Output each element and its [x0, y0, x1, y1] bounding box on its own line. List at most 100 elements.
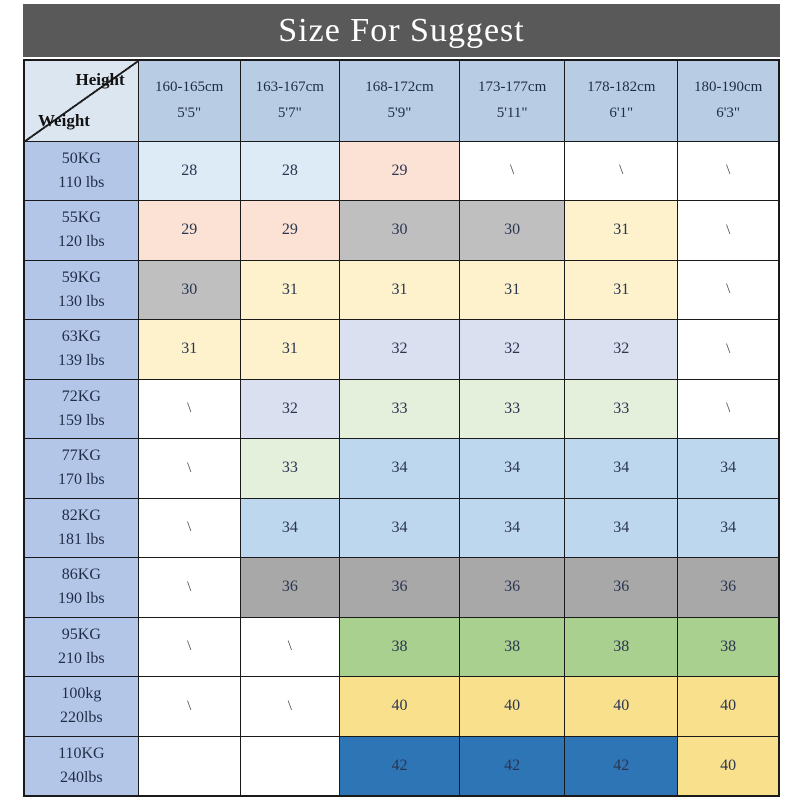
size-cell: 34: [564, 438, 679, 499]
weight-kg-label: 55KG: [61, 209, 101, 227]
table-row: 95KG 210 lbs \ \ 38 38 38 38: [23, 616, 780, 677]
size-cell: 34: [564, 497, 679, 558]
table-row: 86KG 190 lbs \ 36 36 36 36 36: [23, 557, 780, 618]
corner-weight-label: Weight: [38, 110, 90, 130]
size-cell: 30: [459, 200, 566, 261]
size-cell: 28: [137, 140, 241, 201]
height-cm-label: 168-172cm: [365, 79, 434, 96]
size-cell: 29: [137, 200, 241, 261]
size-cell: 40: [338, 676, 461, 737]
corner-height-label: Height: [75, 70, 125, 89]
weight-lbs-label: 181 lbs: [57, 530, 105, 548]
size-cell: \: [137, 616, 241, 677]
weight-kg-label: 100kg: [61, 685, 102, 703]
size-cell: 34: [338, 438, 461, 499]
size-cell: 36: [677, 557, 780, 618]
weight-kg-label: 72KG: [61, 387, 101, 405]
weight-lbs-label: 170 lbs: [57, 471, 105, 489]
page-title: Size For Suggest: [278, 11, 525, 49]
size-cell: 40: [564, 676, 679, 737]
height-ft-label: 5'7": [277, 104, 302, 121]
height-cm-label: 173-177cm: [477, 79, 547, 96]
size-cell: 34: [239, 497, 340, 558]
weight-row-header: 110KG 240lbs: [23, 735, 139, 796]
height-column-header: 180-190cm 6'3": [677, 59, 780, 142]
weight-row-header: 95KG 210 lbs: [23, 616, 139, 677]
height-ft-label: 6'1": [609, 104, 634, 121]
size-suggestion-table: Height Weight 160-165cm 5'5" 163-167cm 5'7"…: [23, 59, 780, 797]
size-cell: 36: [338, 557, 461, 618]
size-cell: 31: [564, 259, 679, 320]
height-column-header: 178-182cm 6'1": [564, 59, 679, 142]
size-cell: 34: [338, 497, 461, 558]
size-cell: \: [137, 497, 241, 558]
size-cell: 36: [239, 557, 340, 618]
size-cell: \: [239, 676, 340, 737]
weight-row-header: 86KG 190 lbs: [23, 557, 139, 618]
weight-row-header: 63KG 139 lbs: [23, 319, 139, 380]
weight-row-header: 82KG 181 lbs: [23, 497, 139, 558]
weight-lbs-label: 210 lbs: [57, 649, 105, 667]
height-ft-label: 5'11": [496, 104, 528, 121]
size-cell: 30: [137, 259, 241, 320]
size-cell: 31: [239, 259, 340, 320]
table-row: 63KG 139 lbs 31 31 32 32 32 \: [23, 319, 780, 380]
size-cell: 28: [239, 140, 340, 201]
table-row: 110KG 240lbs 42 42 42 40: [23, 735, 780, 796]
size-cell: 31: [338, 259, 461, 320]
height-cm-label: 180-190cm: [693, 79, 763, 96]
size-cell: 38: [564, 616, 679, 677]
weight-lbs-label: 190 lbs: [57, 590, 105, 608]
size-cell: 38: [338, 616, 461, 677]
height-cm-label: 178-182cm: [587, 79, 656, 96]
size-cell: \: [677, 259, 780, 320]
height-ft-label: 5'5": [177, 104, 202, 121]
height-column-header: 168-172cm 5'9": [338, 59, 461, 142]
weight-lbs-label: 120 lbs: [57, 233, 105, 251]
weight-lbs-label: 159 lbs: [57, 411, 105, 429]
size-cell: 34: [677, 497, 780, 558]
height-ft-label: 5'9": [387, 104, 412, 121]
size-cell: 33: [338, 378, 461, 439]
table-row: 59KG 130 lbs 30 31 31 31 31 \: [23, 259, 780, 320]
weight-kg-label: 63KG: [61, 328, 101, 346]
weight-row-header: 59KG 130 lbs: [23, 259, 139, 320]
size-cell: 31: [239, 319, 340, 380]
weight-row-header: 77KG 170 lbs: [23, 438, 139, 499]
height-ft-label: 6'3": [716, 104, 741, 121]
size-cell: 29: [338, 140, 461, 201]
size-cell: 29: [239, 200, 340, 261]
size-cell: 31: [137, 319, 241, 380]
height-cm-label: 163-167cm: [255, 79, 324, 96]
weight-lbs-label: 240lbs: [59, 768, 103, 786]
size-cell: 34: [459, 438, 566, 499]
size-cell: \: [137, 378, 241, 439]
weight-lbs-label: 130 lbs: [57, 292, 105, 310]
size-cell: 33: [239, 438, 340, 499]
size-cell: \: [137, 557, 241, 618]
size-cell: \: [677, 140, 780, 201]
weight-kg-label: 95KG: [61, 625, 101, 643]
size-cell: \: [137, 438, 241, 499]
weight-lbs-label: 220lbs: [59, 709, 103, 727]
size-cell: 42: [459, 735, 566, 796]
weight-row-header: 55KG 120 lbs: [23, 200, 139, 261]
height-column-header: 173-177cm 5'11": [459, 59, 566, 142]
size-cell: 32: [338, 319, 461, 380]
weight-row-header: 100kg 220lbs: [23, 676, 139, 737]
size-cell: 32: [239, 378, 340, 439]
size-cell: \: [459, 140, 566, 201]
size-cell: \: [564, 140, 679, 201]
size-cell: 34: [459, 497, 566, 558]
size-cell: \: [239, 616, 340, 677]
weight-kg-label: 86KG: [61, 566, 101, 584]
weight-kg-label: 82KG: [61, 506, 101, 524]
size-cell: 31: [564, 200, 679, 261]
table-row: 50KG 110 lbs 28 28 29 \ \ \: [23, 140, 780, 201]
weight-lbs-label: 139 lbs: [57, 352, 105, 370]
size-cell: [137, 735, 241, 796]
size-cell: 42: [564, 735, 679, 796]
size-cell: 38: [677, 616, 780, 677]
size-cell: [239, 735, 340, 796]
